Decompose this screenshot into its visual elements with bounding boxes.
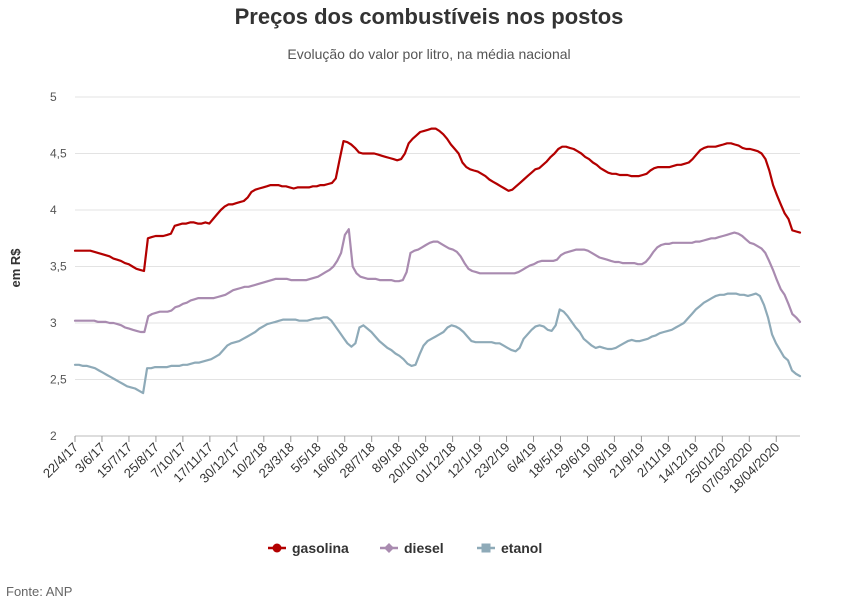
- legend-item-diesel[interactable]: diesel: [380, 540, 444, 556]
- y-tick-label: 3: [50, 316, 57, 330]
- legend-marker-circle: [272, 543, 282, 553]
- y-tick-label: 2: [50, 429, 57, 443]
- y-tick-label: 4: [50, 203, 57, 217]
- legend-marker-diamond: [384, 543, 394, 553]
- legend: gasolina diesel etanol: [268, 540, 542, 556]
- legend-item-gasolina[interactable]: gasolina: [268, 540, 349, 556]
- series-line-diesel: [73, 228, 802, 334]
- y-tick-label: 3,5: [50, 260, 67, 274]
- y-tick-label: 2,5: [50, 373, 67, 387]
- chart-subtitle: Evolução do valor por litro, na média na…: [287, 46, 571, 62]
- series-line-etanol: [73, 292, 802, 395]
- source-note: Fonte: ANP: [6, 584, 73, 599]
- legend-label: diesel: [404, 540, 444, 556]
- series-line-gasolina: [73, 127, 802, 273]
- legend-label: etanol: [501, 540, 542, 556]
- legend-item-etanol[interactable]: etanol: [477, 540, 542, 556]
- legend-marker-square: [481, 543, 491, 553]
- y-axis-ticks: 2 2,5 3 3,5 4 4,5 5: [50, 90, 67, 443]
- y-axis-label: em R$: [8, 248, 23, 288]
- x-axis: 22/4/173/6/1715/7/1725/8/177/10/1717/11/…: [40, 436, 782, 496]
- y-tick-label: 4,5: [50, 147, 67, 161]
- legend-label: gasolina: [292, 540, 349, 556]
- y-tick-label: 5: [50, 90, 57, 104]
- chart-title: Preços dos combustíveis nos postos: [234, 4, 624, 29]
- gridlines: [75, 96, 800, 437]
- x-tick-label: 22/4/17: [40, 440, 81, 481]
- series-lines: [73, 127, 802, 395]
